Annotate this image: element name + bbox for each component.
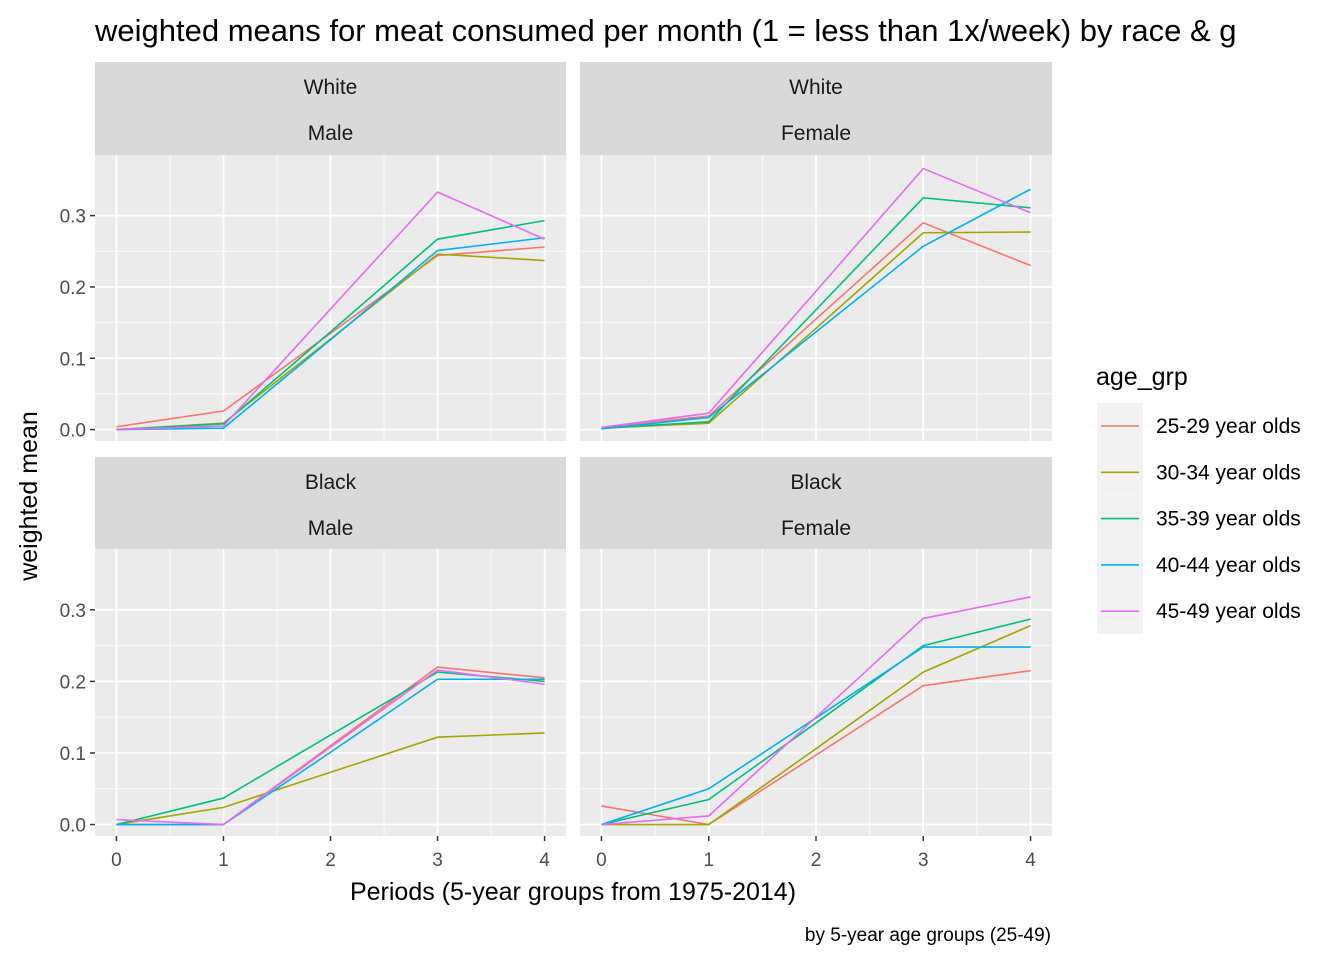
x-tick-label: 2 bbox=[325, 850, 336, 871]
x-tick-label: 3 bbox=[432, 850, 443, 871]
y-tick-label: 0.3 bbox=[60, 601, 86, 622]
legend-item: 45-49 year olds bbox=[1097, 588, 1301, 635]
y-tick-label: 0.1 bbox=[60, 744, 86, 765]
series-line bbox=[116, 678, 545, 826]
y-tick-label: 0.0 bbox=[60, 816, 86, 837]
facet-strip bbox=[95, 457, 566, 549]
legend-label: 45-49 year olds bbox=[1156, 600, 1301, 623]
strip-label-race: Black bbox=[305, 471, 357, 494]
chart-title: weighted means for meat consumed per mon… bbox=[94, 13, 1237, 48]
series-line bbox=[601, 596, 1031, 826]
y-tick-label: 0.3 bbox=[60, 207, 86, 228]
x-tick-label: 0 bbox=[596, 850, 607, 871]
legend-label: 40-44 year olds bbox=[1156, 554, 1301, 577]
strip-label-race: White bbox=[304, 76, 358, 99]
x-tick-label: 1 bbox=[218, 850, 229, 871]
y-axis-title: weighted mean bbox=[15, 411, 43, 582]
legend-title: age_grp bbox=[1096, 363, 1188, 391]
series-line bbox=[116, 246, 545, 428]
chart-caption: by 5-year age groups (25-49) bbox=[805, 925, 1051, 946]
facet-strip bbox=[95, 62, 566, 155]
strip-label-race: White bbox=[789, 76, 843, 99]
facet-panel: Black Female bbox=[580, 457, 1052, 836]
legend-label: 30-34 year olds bbox=[1156, 461, 1301, 484]
series-line bbox=[116, 191, 545, 431]
series-line bbox=[116, 669, 545, 826]
y-tick-label: 0.1 bbox=[60, 349, 86, 370]
y-tick-label: 0.0 bbox=[60, 421, 86, 442]
facet-panel: White Male bbox=[95, 62, 566, 441]
legend-label: 35-39 year olds bbox=[1156, 508, 1301, 531]
series-line bbox=[601, 618, 1031, 826]
facet-panel: White Female bbox=[580, 62, 1052, 441]
x-tick-label: 3 bbox=[918, 850, 929, 871]
series-line bbox=[601, 167, 1031, 429]
series-line bbox=[601, 188, 1031, 430]
legend-item: 40-44 year olds bbox=[1097, 541, 1301, 588]
strip-label-sex: Male bbox=[308, 122, 354, 145]
x-axes: 0 1 2 3 4 0 1 2 3 4 bbox=[111, 836, 1036, 871]
x-tick-label: 2 bbox=[811, 850, 822, 871]
legend-item: 25-29 year olds bbox=[1097, 403, 1301, 449]
x-tick-label: 1 bbox=[703, 850, 714, 871]
legend-label: 25-29 year olds bbox=[1156, 415, 1301, 438]
y-tick-label: 0.2 bbox=[60, 672, 86, 693]
strip-label-sex: Male bbox=[308, 517, 354, 540]
legend-item: 35-39 year olds bbox=[1097, 495, 1301, 542]
x-axis-title: Periods (5-year groups from 1975-2014) bbox=[350, 878, 796, 906]
strip-label-sex: Female bbox=[781, 517, 851, 540]
facet-panel: Black Male bbox=[95, 457, 566, 836]
strip-label-race: Black bbox=[790, 471, 842, 494]
facet-strip bbox=[580, 457, 1052, 549]
series-line bbox=[601, 196, 1031, 429]
facet-grid: White Male White Female Black Male Black Female bbox=[95, 62, 1052, 836]
series-line bbox=[601, 624, 1031, 826]
x-tick-label: 0 bbox=[111, 850, 122, 871]
series-line bbox=[116, 236, 545, 431]
strip-label-sex: Female bbox=[781, 122, 851, 145]
x-tick-label: 4 bbox=[1025, 850, 1036, 871]
legend: age_grp 25-29 year olds 30-34 year olds 35… bbox=[1096, 363, 1301, 635]
y-tick-label: 0.2 bbox=[60, 278, 86, 299]
series-line bbox=[116, 732, 545, 826]
series-line bbox=[601, 231, 1031, 429]
series-line bbox=[601, 221, 1031, 429]
series-line bbox=[116, 219, 545, 431]
legend-item: 30-34 year olds bbox=[1097, 449, 1301, 496]
x-tick-label: 4 bbox=[539, 850, 550, 871]
facet-strip bbox=[580, 62, 1052, 155]
y-axes: 0.0 0.1 0.2 0.3 0.0 0.1 0.2 0.3 bbox=[60, 207, 95, 837]
